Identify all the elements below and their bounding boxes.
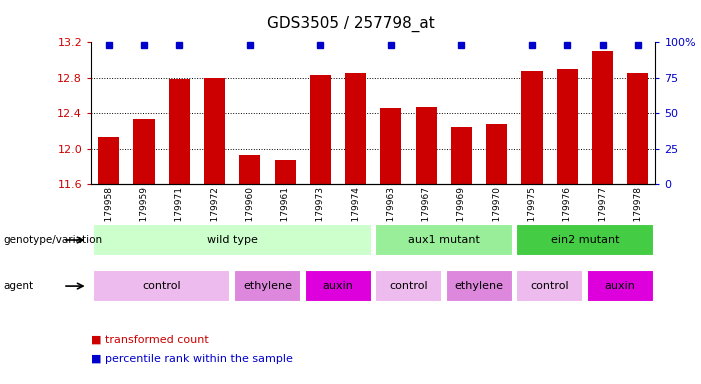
Text: ■ percentile rank within the sample: ■ percentile rank within the sample [91, 354, 293, 364]
Bar [93, 224, 372, 256]
Bar [239, 155, 261, 184]
Text: auxin: auxin [322, 281, 353, 291]
Text: GDS3505 / 257798_at: GDS3505 / 257798_at [266, 15, 435, 31]
Bar [522, 71, 543, 184]
Bar [133, 119, 155, 184]
Bar [93, 270, 231, 302]
Bar [451, 127, 472, 184]
Bar [310, 75, 331, 184]
Text: ■ transformed count: ■ transformed count [91, 335, 209, 345]
Bar [345, 73, 366, 184]
Bar [486, 124, 508, 184]
Bar [592, 51, 613, 184]
Bar [169, 79, 190, 184]
Bar [627, 73, 648, 184]
Bar [557, 69, 578, 184]
Bar [516, 270, 583, 302]
Bar [587, 270, 653, 302]
Bar [375, 224, 512, 256]
Text: genotype/variation: genotype/variation [4, 235, 102, 245]
Bar [275, 161, 296, 184]
Text: control: control [389, 281, 428, 291]
Bar [516, 224, 653, 256]
Bar [204, 78, 225, 184]
Text: aux1 mutant: aux1 mutant [408, 235, 479, 245]
Bar [375, 270, 442, 302]
Bar [446, 270, 512, 302]
Text: ein2 mutant: ein2 mutant [551, 235, 619, 245]
Text: auxin: auxin [605, 281, 636, 291]
Bar [381, 108, 402, 184]
Bar [98, 137, 119, 184]
Text: wild type: wild type [207, 235, 258, 245]
Bar [416, 107, 437, 184]
Text: control: control [142, 281, 181, 291]
Text: agent: agent [4, 281, 34, 291]
Text: ethylene: ethylene [243, 281, 292, 291]
Text: control: control [531, 281, 569, 291]
Text: ethylene: ethylene [454, 281, 503, 291]
Bar [304, 270, 372, 302]
Bar [234, 270, 301, 302]
